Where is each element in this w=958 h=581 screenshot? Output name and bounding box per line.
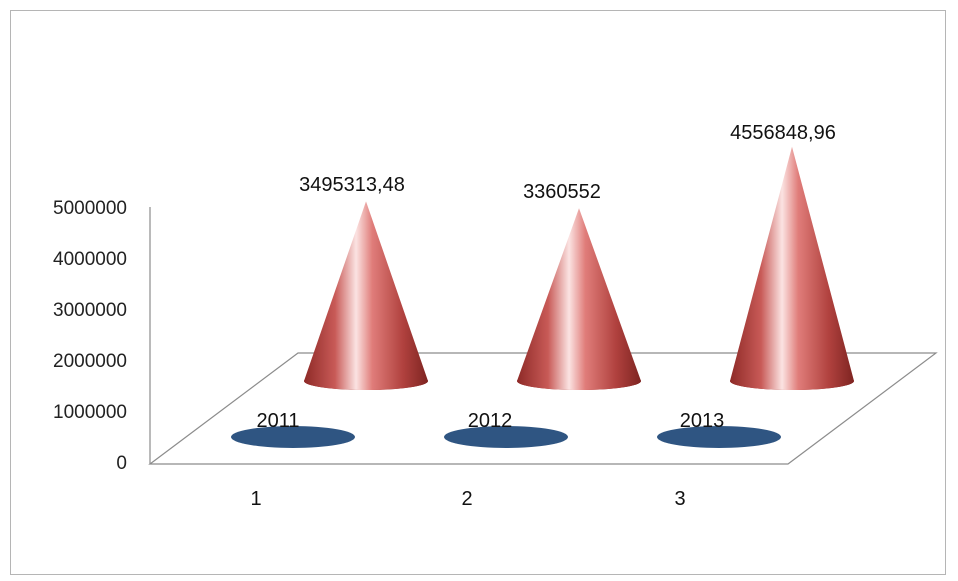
x-category-label: 2	[461, 488, 472, 510]
disc-data-label: 2012	[468, 410, 513, 432]
disc-mark	[657, 426, 781, 448]
cone-mark	[517, 208, 641, 390]
cone-mark	[304, 201, 428, 390]
y-tick-label: 1000000	[53, 402, 127, 423]
disc-mark	[444, 426, 568, 448]
x-category-label: 3	[674, 488, 685, 510]
chart-marks	[231, 146, 854, 448]
cone-data-label: 4556848,96	[730, 122, 836, 144]
disc-data-label: 2011	[256, 410, 299, 432]
disc-data-label: 2013	[680, 410, 725, 432]
y-tick-label: 4000000	[53, 249, 127, 270]
cone-mark	[730, 146, 854, 390]
cone-data-label: 3360552	[523, 181, 601, 203]
y-tick-label: 5000000	[53, 198, 127, 219]
y-tick-label: 0	[116, 453, 127, 474]
y-tick-label: 3000000	[53, 300, 127, 321]
cone-data-label: 3495313,48	[299, 174, 405, 196]
y-tick-label: 2000000	[53, 351, 127, 372]
disc-mark	[231, 426, 355, 448]
x-category-label: 1	[250, 488, 261, 510]
